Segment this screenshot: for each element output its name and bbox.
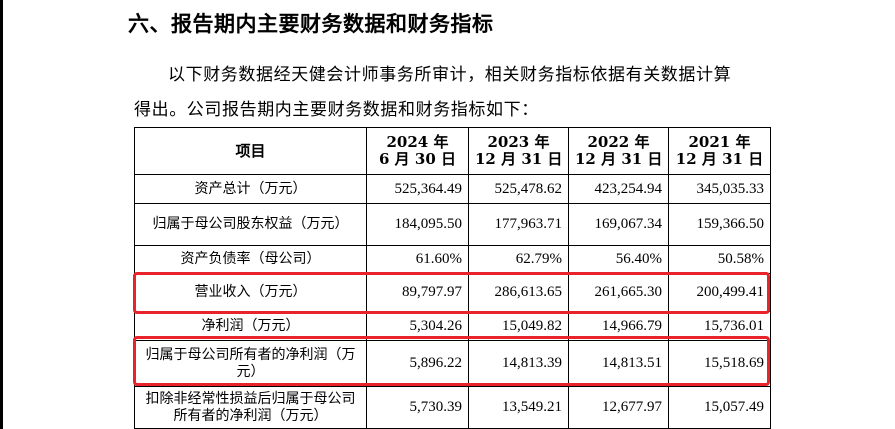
table-row-parent-net-profit: 归属于母公司所有者的净利润（万元） 5,896.22 14,813.39 14,… bbox=[134, 340, 771, 387]
header-item: 项目 bbox=[134, 127, 367, 175]
table-row-revenue: 营业收入（万元） 89,797.97 286,613.65 261,665.30… bbox=[134, 273, 771, 312]
page-edge-line bbox=[0, 0, 3, 429]
table-row-parent-equity: 归属于母公司股东权益（万元） 184,095.50 177,963.71 169… bbox=[134, 203, 771, 246]
table-row-debt-ratio: 资产负债率（母公司） 61.60% 62.79% 56.40% 50.58% bbox=[134, 245, 771, 274]
header-col-2021-12: 2021 年 12 月 31 日 bbox=[668, 127, 771, 175]
table-row-deducted-net-profit: 扣除非经常性损益后归属于母公司所有者的净利润（万元） 5,730.39 13,5… bbox=[134, 386, 771, 429]
intro-paragraph-line-2: 得出。公司报告期内主要财务数据和财务指标如下： bbox=[134, 100, 539, 120]
table-row-total-assets: 资产总计（万元） 525,364.49 525,478.62 423,254.9… bbox=[134, 174, 771, 204]
header-col-2022-12: 2022 年 12 月 31 日 bbox=[568, 127, 669, 175]
intro-paragraph-line-1: 以下财务数据经天健会计师事务所审计，相关财务指标依据有关数据计算 bbox=[168, 65, 732, 85]
table-row-net-profit: 净利润（万元） 5,304.26 15,049.82 14,966.79 15,… bbox=[134, 311, 771, 341]
header-col-2023-12: 2023 年 12 月 31 日 bbox=[468, 127, 569, 175]
section-heading: 六、报告期内主要财务数据和财务指标 bbox=[128, 12, 494, 36]
